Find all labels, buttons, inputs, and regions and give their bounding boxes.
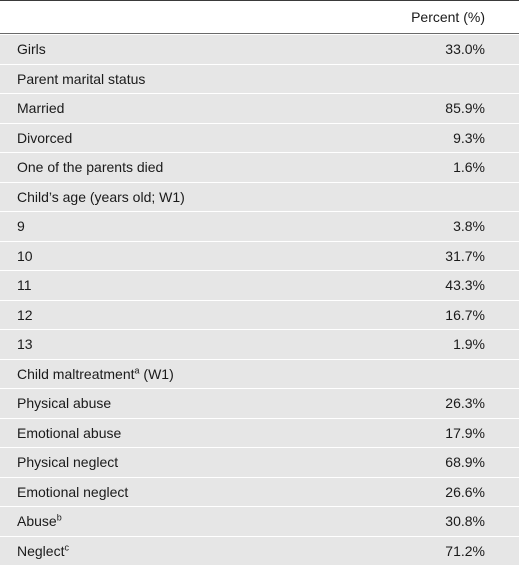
row-value: 26.6% [285,484,519,500]
row-label: 9 [0,218,285,234]
row-label: Emotional neglect [0,484,285,500]
row-value: 43.3% [285,277,519,293]
table-row: Girls 33.0% [0,34,519,64]
row-label: Physical neglect [0,454,285,470]
row-value: 9.3% [285,130,519,146]
table-row: Neglectc 71.2% [0,536,519,565]
row-label: Neglectc [0,543,285,559]
row-value: 30.8% [285,513,519,529]
table-row: 12 16.7% [0,300,519,330]
table-row: 9 3.8% [0,211,519,241]
row-label: Parent marital status [0,71,285,87]
row-label: 10 [0,248,285,264]
table-row: Divorced 9.3% [0,123,519,153]
row-value: 3.8% [285,218,519,234]
footnote-marker: b [57,513,62,523]
row-label: Girls [0,41,285,57]
row-value: 1.6% [285,159,519,175]
row-value: 31.7% [285,248,519,264]
table-row: Emotional neglect 26.6% [0,477,519,507]
row-value: 1.9% [285,336,519,352]
table-row: Physical abuse 26.3% [0,388,519,418]
footnote-marker: c [64,542,69,552]
table-row: Abuseb 30.8% [0,506,519,536]
row-value: 33.0% [285,41,519,57]
row-label: Child maltreatmenta (W1) [0,366,285,382]
row-label: Divorced [0,130,285,146]
row-value: 26.3% [285,395,519,411]
row-label: Emotional abuse [0,425,285,441]
table-row: Emotional abuse 17.9% [0,418,519,448]
row-label: 12 [0,307,285,323]
table-row: 13 1.9% [0,329,519,359]
row-label: 13 [0,336,285,352]
table-row: 10 31.7% [0,241,519,271]
table-row: Parent marital status [0,64,519,94]
header-percent: Percent (%) [285,9,519,25]
table-row: Child’s age (years old; W1) [0,182,519,212]
row-label: Married [0,100,285,116]
row-label: One of the parents died [0,159,285,175]
row-label: Physical abuse [0,395,285,411]
row-label: 11 [0,277,285,293]
table-row: 11 43.3% [0,270,519,300]
row-value: 17.9% [285,425,519,441]
table-row: Physical neglect 68.9% [0,447,519,477]
row-label: Child’s age (years old; W1) [0,189,285,205]
table-header-row: Percent (%) [0,1,519,34]
row-value: 16.7% [285,307,519,323]
table-row: Married 85.9% [0,93,519,123]
table-row: Child maltreatmenta (W1) [0,359,519,389]
row-value: 71.2% [285,543,519,559]
row-label: Abuseb [0,513,285,529]
row-value: 68.9% [285,454,519,470]
row-value: 85.9% [285,100,519,116]
table-row: One of the parents died 1.6% [0,152,519,182]
